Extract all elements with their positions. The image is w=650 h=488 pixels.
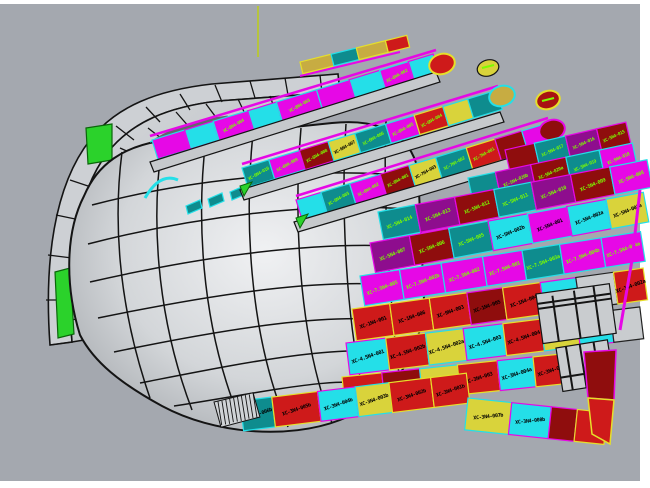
green-wedge-1	[239, 181, 254, 198]
green-wedge-2	[295, 213, 310, 230]
hull-end-hatch	[213, 392, 261, 428]
panel-band-deck-strip-3: XC-6N4-003XC-6N4-002XC-6N4-001XC-7N4-003…	[295, 122, 554, 222]
fin1-end-cap[interactable]	[427, 51, 458, 78]
hull-transverse-seams	[117, 120, 401, 428]
panel-band-upper-2: XC-5N4-017 XC-5N4-016 XC-5N4-015	[504, 121, 632, 173]
right-shell-plate-upper[interactable]	[583, 349, 617, 401]
plate-panel[interactable]	[612, 267, 649, 305]
fin2-end-cap[interactable]	[487, 83, 518, 110]
panel-band-bottom-row: XC-3N4-006bXC-3N4-005bXC-3N4-004bXC-3N4-…	[239, 372, 471, 432]
right-edge-highlight	[618, 189, 642, 331]
fin1-top-edge	[149, 48, 437, 138]
plate-panel[interactable]	[429, 372, 471, 409]
panel-band-checker-2: XC-5N4-007 XC-5N4-006 XC-5N4-005 XC-5N4-002…	[369, 191, 650, 274]
plate-label: XC-3N4-007b	[473, 412, 504, 421]
tip-strip-edge	[299, 51, 401, 77]
yellow-end-cap[interactable]	[475, 57, 501, 79]
plate-panel[interactable]	[384, 34, 411, 54]
gray-framed-plate-1[interactable]	[535, 283, 617, 345]
red-cap-mark	[541, 97, 555, 102]
fin3-top-edge	[295, 116, 549, 198]
panel-band-checker-1: XC-5N4-014 XC-5N4-013 XC-5N4-012 XC-5N4-011…	[377, 159, 650, 241]
yellow-cap-mark	[481, 64, 495, 69]
panel-band-bottom-right-row: XC-3N4-007b XC-3N4-008b	[463, 397, 608, 446]
panel-band-top-tip	[299, 34, 411, 75]
right-shell-plate-lower[interactable]	[587, 397, 615, 446]
fin1-underside[interactable]	[149, 71, 441, 173]
plate-panel[interactable]	[547, 406, 579, 442]
plate-label: XC-3N4-008b	[515, 417, 546, 426]
fin2-top-edge	[241, 84, 499, 166]
cyan-arc-accent	[143, 176, 179, 199]
green-highlight-panel[interactable]	[85, 123, 113, 165]
panel-band-magenta-row: XC-7.5N4-005 XC-7.5N4-002b XC-7.5N4-002 XC-…	[359, 230, 646, 307]
panel-band-deck-strip-2: XC-6N4-010XC-6N4-009XC-6N4-008XC-6N4-007…	[241, 89, 503, 188]
fin2-underside[interactable]	[239, 111, 505, 201]
